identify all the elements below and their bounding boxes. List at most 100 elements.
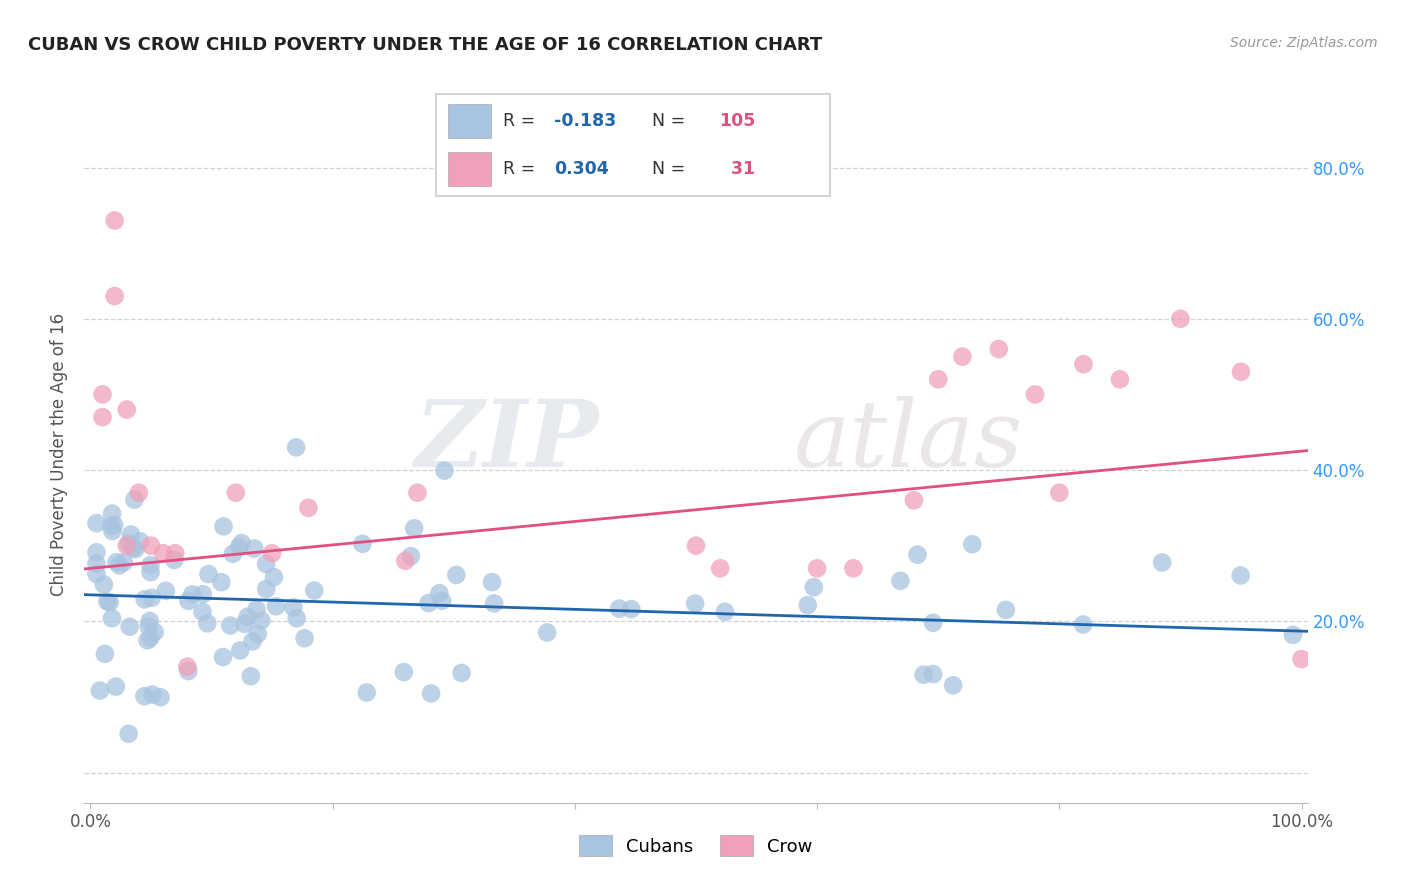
Cubans <box>177 594 200 608</box>
Cubans <box>907 548 929 562</box>
Cubans <box>399 549 422 563</box>
Crow <box>1073 357 1095 371</box>
Cubans <box>294 632 316 646</box>
Cubans <box>139 565 162 579</box>
Cubans <box>607 601 630 615</box>
Cubans <box>103 517 125 532</box>
Crow <box>406 485 429 500</box>
Cubans <box>254 582 277 596</box>
Crow <box>297 500 319 515</box>
Cubans <box>1229 568 1251 582</box>
Cubans <box>181 587 204 601</box>
Cubans <box>121 541 143 556</box>
Cubans <box>100 518 122 533</box>
Cubans <box>105 555 128 569</box>
Cubans <box>1071 617 1094 632</box>
Crow <box>903 493 925 508</box>
Cubans <box>118 536 141 550</box>
Text: N =: N = <box>652 160 692 178</box>
Cubans <box>101 507 124 521</box>
Text: atlas: atlas <box>794 396 1024 486</box>
Cubans <box>212 519 235 533</box>
Cubans <box>197 616 219 631</box>
Cubans <box>620 602 643 616</box>
Cubans <box>429 586 451 600</box>
Crow <box>225 485 247 500</box>
Text: -0.183: -0.183 <box>554 112 616 130</box>
Cubans <box>796 598 818 612</box>
Crow <box>165 546 187 560</box>
Cubans <box>101 611 124 625</box>
Bar <box>447 104 491 137</box>
Cubans <box>250 614 273 628</box>
Cubans <box>246 627 269 641</box>
Cubans <box>124 542 146 557</box>
Cubans <box>254 557 277 571</box>
Text: R =: R = <box>503 112 540 130</box>
Cubans <box>229 643 252 657</box>
Cubans <box>191 605 214 619</box>
Cubans <box>392 665 415 679</box>
Cubans <box>922 667 945 681</box>
Cubans <box>222 547 245 561</box>
Cubans <box>231 536 253 550</box>
Cubans <box>155 583 177 598</box>
Cubans <box>86 545 108 559</box>
Cubans <box>433 464 456 478</box>
Cubans <box>356 685 378 699</box>
Cubans <box>942 678 965 692</box>
Cubans <box>714 605 737 619</box>
Crow <box>128 485 150 500</box>
Crow <box>262 546 284 560</box>
Crow <box>152 546 174 560</box>
Cubans <box>233 616 256 631</box>
Cubans <box>134 592 156 607</box>
Cubans <box>912 667 935 681</box>
Text: N =: N = <box>652 112 692 130</box>
Cubans <box>117 727 139 741</box>
Cubans <box>889 574 911 588</box>
Cubans <box>446 568 468 582</box>
Text: R =: R = <box>503 160 540 178</box>
Text: Source: ZipAtlas.com: Source: ZipAtlas.com <box>1230 36 1378 50</box>
Cubans <box>209 575 232 590</box>
Crow <box>394 554 416 568</box>
Legend: Cubans, Crow: Cubans, Crow <box>572 828 820 863</box>
Cubans <box>136 633 159 648</box>
Crow <box>115 539 138 553</box>
Cubans <box>285 611 308 625</box>
Cubans <box>212 650 235 665</box>
Crow <box>139 539 162 553</box>
Cubans <box>129 534 152 549</box>
Cubans <box>149 690 172 705</box>
Cubans <box>104 680 127 694</box>
Crow <box>115 402 138 417</box>
Cubans <box>352 537 374 551</box>
Cubans <box>120 527 142 541</box>
Cubans <box>242 634 264 648</box>
Crow <box>1291 652 1313 666</box>
Cubans <box>93 577 115 591</box>
Crow <box>806 561 828 575</box>
Cubans <box>481 575 503 590</box>
Cubans <box>138 620 160 634</box>
Cubans <box>86 566 108 581</box>
Cubans <box>245 602 267 616</box>
Cubans <box>243 541 266 556</box>
Crow <box>91 410 114 425</box>
Cubans <box>89 683 111 698</box>
Cubans <box>94 647 117 661</box>
Cubans <box>404 521 426 535</box>
Text: 105: 105 <box>720 112 755 130</box>
Crow <box>709 561 731 575</box>
Cubans <box>263 570 285 584</box>
Cubans <box>86 557 108 571</box>
Cubans <box>922 615 945 630</box>
Cubans <box>86 516 108 530</box>
Cubans <box>139 614 162 628</box>
Cubans <box>134 690 156 704</box>
Cubans <box>112 556 135 570</box>
Cubans <box>283 600 305 615</box>
Crow <box>987 342 1010 356</box>
Cubans <box>418 596 440 610</box>
